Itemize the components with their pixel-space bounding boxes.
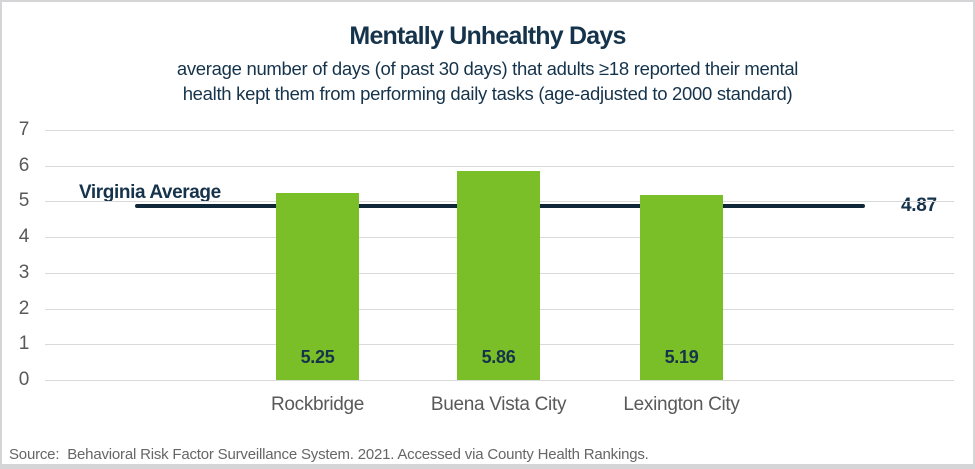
y-axis-tick-1: 1 — [18, 333, 30, 355]
y-axis-tick-0: 0 — [18, 369, 30, 390]
bar-value-label-buena-vista-city: 5.86 — [481, 347, 516, 367]
y-axis-tick-2: 2 — [18, 297, 30, 319]
y-axis-tick-7: 7 — [18, 119, 30, 141]
chart-subtitle: average number of days (of past 30 days)… — [2, 57, 973, 106]
x-axis-label-lexington-city: Lexington City — [623, 394, 740, 415]
bar-lexington-city — [640, 194, 723, 380]
x-axis-label-buena-vista-city: Buena Vista City — [430, 394, 567, 415]
gridline-y-0 — [45, 380, 954, 381]
gridline-y-7 — [45, 130, 954, 132]
x-axis-label-rockbridge: Rockbridge — [270, 394, 365, 415]
chart-subtitle-line-2: health kept them from performing daily t… — [182, 82, 793, 104]
y-axis-tick-6: 6 — [18, 154, 30, 176]
bar-value-label-rockbridge: 5.25 — [300, 347, 335, 367]
chart-title: Mentally Unhealthy Days — [349, 22, 626, 50]
virginia-average-value: 4.87 — [901, 195, 937, 217]
y-axis-tick-3: 3 — [18, 261, 30, 283]
source-note: Source: Behavioral Risk Factor Surveilla… — [9, 446, 649, 463]
gridline-y-6 — [45, 165, 954, 167]
bar-buena-vista-city — [457, 170, 540, 380]
y-axis-tick-4: 4 — [18, 226, 30, 248]
bar-value-label-lexington-city: 5.19 — [664, 347, 699, 367]
virginia-average-label: Virginia Average — [79, 182, 221, 203]
y-axis-tick-5: 5 — [18, 190, 30, 212]
bar-rockbridge — [276, 192, 359, 380]
chart-subtitle-line-1: average number of days (of past 30 days)… — [176, 58, 799, 79]
